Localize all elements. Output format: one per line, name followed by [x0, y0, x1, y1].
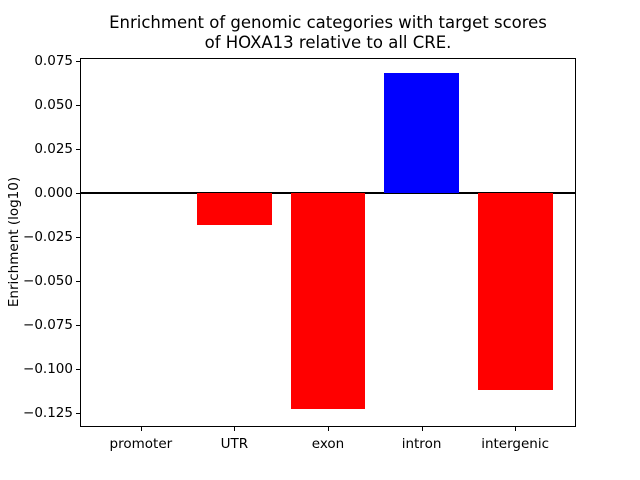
y-tick-label: 0.000 — [34, 184, 73, 201]
chart-title-line2: of HOXA13 relative to all CRE. — [204, 32, 452, 52]
y-tick-label: 0.050 — [34, 97, 73, 114]
chart-title: Enrichment of genomic categories with ta… — [80, 13, 576, 52]
y-tick-label: −0.050 — [23, 272, 73, 289]
x-tick-label-UTR: UTR — [220, 436, 249, 452]
chart-title-line1: Enrichment of genomic categories with ta… — [109, 13, 547, 32]
y-tick-mark — [76, 105, 80, 107]
bar-intron — [384, 73, 459, 193]
y-tick-mark — [76, 280, 80, 282]
x-tick-label-intron: intron — [401, 436, 442, 452]
y-tick-mark — [76, 368, 80, 370]
y-tick-label: −0.125 — [23, 404, 73, 421]
y-tick-mark — [76, 236, 80, 238]
x-tick-label-exon: exon — [311, 436, 345, 452]
y-tick-mark — [76, 148, 80, 150]
plot-area — [80, 58, 576, 427]
y-tick-mark — [76, 192, 80, 194]
y-tick-label: −0.100 — [23, 360, 73, 377]
y-tick-mark — [76, 324, 80, 326]
x-tick-mark — [234, 427, 236, 431]
bar-UTR — [197, 192, 272, 225]
bar-intergenic — [477, 192, 553, 390]
y-tick-label: −0.025 — [23, 228, 73, 245]
x-tick-label-promoter: promoter — [109, 436, 173, 452]
y-tick-label: 0.075 — [34, 53, 73, 70]
y-tick-mark — [76, 412, 80, 414]
bar-exon — [290, 192, 366, 410]
x-tick-mark — [140, 427, 142, 431]
x-tick-mark — [421, 427, 423, 431]
x-tick-mark — [328, 427, 329, 431]
x-tick-mark — [515, 427, 517, 431]
y-tick-mark — [76, 61, 80, 63]
y-tick-label: 0.025 — [34, 140, 73, 157]
y-tick-label: −0.075 — [23, 316, 73, 333]
x-tick-label-intergenic: intergenic — [481, 436, 550, 452]
